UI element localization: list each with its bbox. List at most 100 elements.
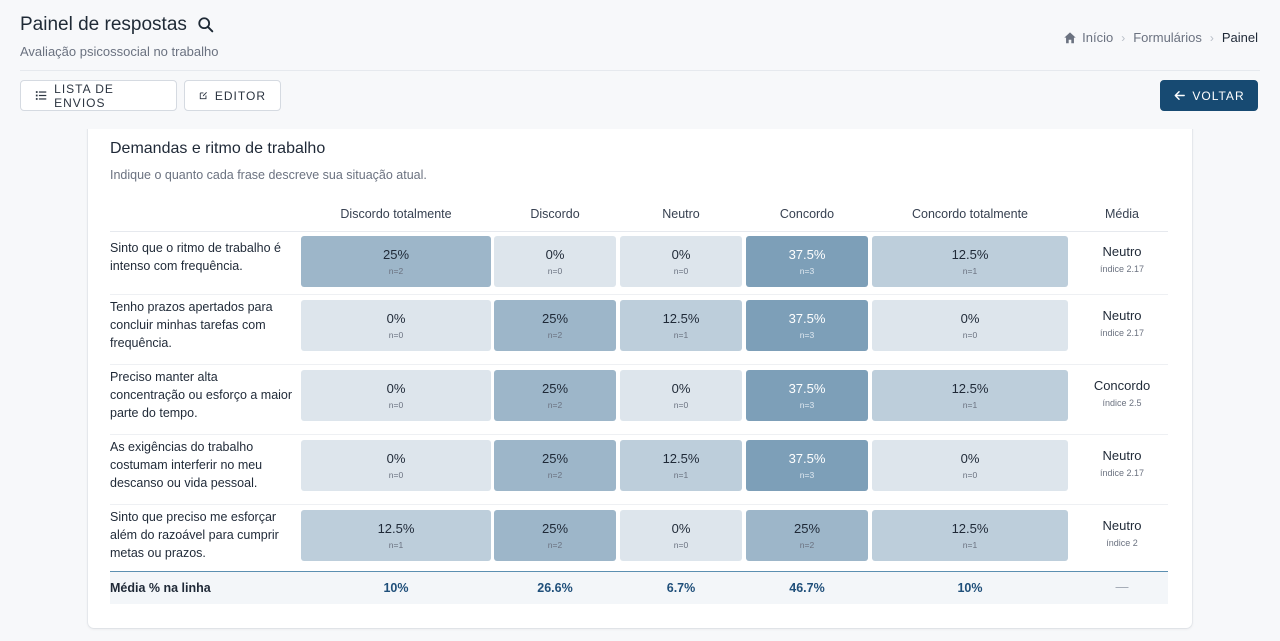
section-title: Demandas e ritmo de trabalho — [110, 140, 326, 157]
cell-percentage: 25% — [541, 451, 569, 466]
footer-average: — — [1115, 579, 1129, 594]
average-label: Neutro — [1102, 518, 1142, 533]
cell-count: n=0 — [962, 330, 978, 340]
row-divider — [110, 434, 1168, 435]
cell-count: n=2 — [547, 330, 563, 340]
column-header: Discordo totalmente — [340, 207, 452, 221]
response-cell: 0% n=0 — [301, 300, 491, 351]
response-cell: 25% n=2 — [494, 300, 616, 351]
cell-percentage: 37.5% — [788, 247, 826, 262]
chevron-right-icon: › — [1121, 30, 1126, 45]
cell-percentage: 0% — [960, 451, 980, 466]
response-cell: 12.5% n=1 — [620, 440, 742, 491]
cell-count: n=1 — [673, 330, 689, 340]
breadcrumb: Início › Formulários › Painel — [1063, 30, 1258, 45]
average-index: índice 2 — [1106, 538, 1138, 548]
column-header: Concordo — [779, 207, 835, 221]
cell-percentage: 0% — [671, 247, 691, 262]
cell-count: n=0 — [673, 400, 689, 410]
cell-percentage: 0% — [386, 381, 406, 396]
response-cell: 0% n=0 — [620, 236, 742, 287]
list-icon — [35, 91, 47, 100]
cell-percentage: 37.5% — [788, 451, 826, 466]
average-index: índice 2.17 — [1099, 264, 1145, 274]
editor-button[interactable]: EDITOR — [184, 80, 281, 111]
footer-row — [110, 571, 1168, 604]
row-divider — [110, 364, 1168, 365]
row-divider — [110, 294, 1168, 295]
cell-count: n=1 — [673, 470, 689, 480]
footer-label: Média % na linha — [110, 581, 211, 595]
response-cell: 12.5% n=1 — [872, 510, 1068, 561]
cell-count: n=0 — [673, 266, 689, 276]
column-header: Neutro — [662, 207, 700, 221]
average-index: índice 2.17 — [1099, 468, 1145, 478]
question-text: Preciso manter alta concentração ou esfo… — [110, 370, 293, 420]
question-text: Sinto que o ritmo de trabalho é intenso … — [110, 241, 281, 273]
cell-percentage: 37.5% — [788, 381, 826, 396]
cell-percentage: 25% — [382, 247, 410, 262]
average-index: índice 2.17 — [1099, 328, 1145, 338]
submissions-list-button[interactable]: LISTA DE ENVIOS — [20, 80, 177, 111]
question-text: Sinto que preciso me esforçar além do ra… — [110, 510, 279, 560]
title-row: Painel de respostas — [20, 14, 215, 36]
cell-count: n=0 — [547, 266, 563, 276]
footer-value: 46.7% — [789, 581, 825, 595]
page-title: Painel de respostas — [20, 14, 187, 35]
arrow-left-icon — [1174, 91, 1186, 100]
footer-value: 26.6% — [537, 581, 573, 595]
response-cell: 25% n=2 — [746, 510, 868, 561]
question-text: As exigências do trabalho costumam inter… — [110, 440, 263, 490]
cell-percentage: 12.5% — [951, 521, 989, 536]
cell-percentage: 25% — [541, 381, 569, 396]
section-subtitle: Indique o quanto cada frase descreve sua… — [110, 168, 427, 182]
page-header: Painel de respostas Avaliação psicossoci… — [0, 0, 1280, 129]
cell-count: n=1 — [388, 540, 404, 550]
header-divider — [20, 70, 1260, 71]
cell-percentage: 25% — [541, 311, 569, 326]
cell-count: n=0 — [388, 330, 404, 340]
editor-label: EDITOR — [214, 88, 266, 103]
header-divider — [110, 231, 1168, 232]
breadcrumb-current: Painel — [1221, 30, 1258, 45]
average-label: Concordo — [1093, 378, 1151, 393]
cell-percentage: 37.5% — [788, 311, 826, 326]
response-cell: 25% n=2 — [494, 370, 616, 421]
cell-count: n=0 — [673, 540, 689, 550]
search-icon[interactable] — [197, 16, 215, 34]
cell-count: n=2 — [388, 266, 404, 276]
cell-percentage: 12.5% — [951, 381, 989, 396]
average-label: Neutro — [1102, 308, 1142, 323]
response-cell: 12.5% n=1 — [872, 370, 1068, 421]
cell-percentage: 25% — [793, 521, 821, 536]
cell-percentage: 0% — [386, 451, 406, 466]
results-card: Demandas e ritmo de trabalho Indique o q… — [88, 110, 1192, 628]
average-column-header: Média — [1104, 207, 1140, 221]
cell-count: n=3 — [799, 330, 815, 340]
footer-value: 10% — [957, 581, 983, 595]
cell-percentage: 12.5% — [951, 247, 989, 262]
response-cell: 0% n=0 — [620, 370, 742, 421]
response-cell: 0% n=0 — [872, 300, 1068, 351]
breadcrumb-home[interactable]: Início — [1082, 30, 1114, 45]
response-cell: 37.5% n=3 — [746, 236, 868, 287]
column-header: Discordo — [530, 207, 580, 221]
cell-count: n=3 — [799, 470, 815, 480]
back-label: VOLTAR — [1192, 88, 1245, 103]
cell-count: n=1 — [962, 540, 978, 550]
footer-value: 10% — [383, 581, 409, 595]
breadcrumb-forms[interactable]: Formulários — [1133, 30, 1202, 45]
cell-count: n=1 — [962, 400, 978, 410]
cell-percentage: 0% — [960, 311, 980, 326]
cell-count: n=0 — [388, 470, 404, 480]
cell-percentage: 12.5% — [662, 451, 700, 466]
home-icon — [1064, 31, 1076, 43]
response-cell: 37.5% n=3 — [746, 370, 868, 421]
response-cell: 25% n=2 — [494, 510, 616, 561]
footer-value: 6.7% — [666, 581, 696, 595]
row-divider — [110, 504, 1168, 505]
cell-count: n=2 — [547, 400, 563, 410]
page-subtitle: Avaliação psicossocial no trabalho — [20, 44, 219, 59]
cell-percentage: 12.5% — [377, 521, 415, 536]
back-button[interactable]: VOLTAR — [1160, 80, 1258, 111]
